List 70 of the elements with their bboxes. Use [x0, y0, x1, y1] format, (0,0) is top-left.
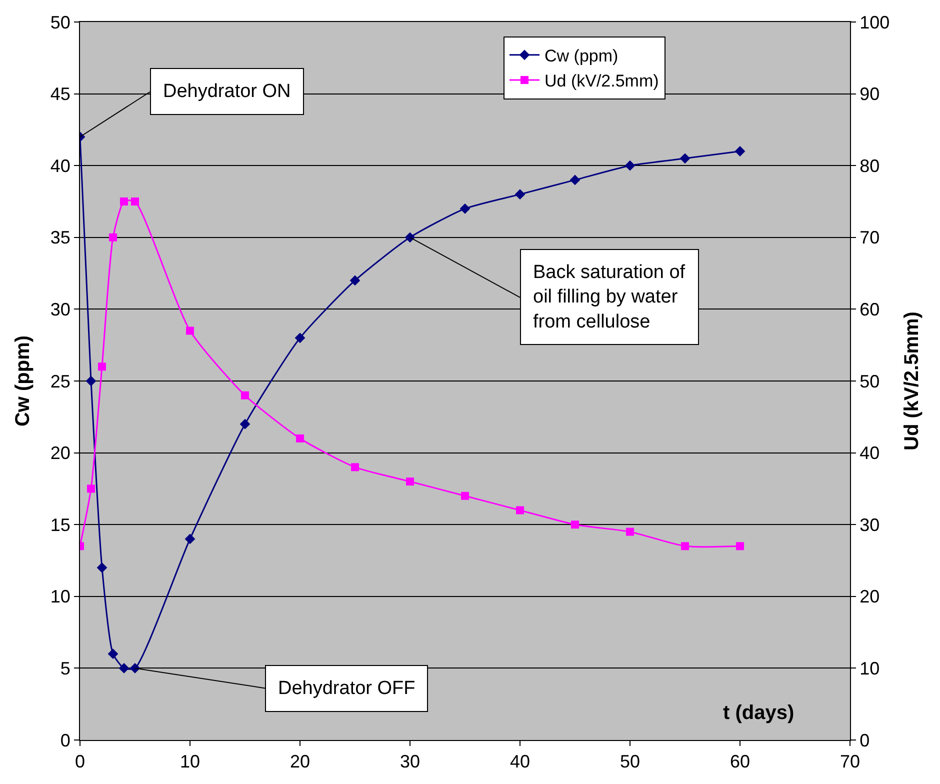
y-tick-label: 15: [50, 514, 70, 535]
point: [514, 189, 526, 200]
point: [680, 153, 690, 164]
y2-tick-label: 90: [860, 84, 880, 104]
annotation: Dehydrator ON: [163, 81, 291, 102]
y-tick-label: 20: [50, 443, 70, 464]
point: [241, 391, 249, 400]
point: [130, 663, 140, 674]
point: [240, 418, 250, 430]
point: [294, 332, 306, 344]
y2-tick-label: 60: [860, 300, 880, 320]
x-tick-label: 0: [74, 752, 86, 772]
y-tick-label: 5: [60, 658, 70, 678]
y-tick-label: 35: [50, 228, 70, 248]
legend-label: Ud (kV/2.5mm): [544, 72, 659, 91]
y-tick-label: 25: [50, 371, 70, 392]
point: [461, 492, 469, 500]
point: [516, 506, 524, 514]
point: [98, 362, 106, 371]
x-tick-label: 10: [180, 752, 200, 772]
point: [460, 203, 470, 214]
y-tick-label: 45: [50, 84, 70, 104]
x-tick-label: 50: [620, 752, 640, 772]
y2-tick-label: 50: [860, 371, 880, 392]
x-tick-label: 70: [840, 752, 860, 772]
y2-tick-label: 80: [860, 156, 880, 176]
point: [350, 275, 360, 286]
point: [570, 174, 580, 186]
y-tick-label: 10: [50, 586, 70, 607]
y2-axis-title: Ud (kV/2.5mm): [901, 312, 924, 450]
point: [351, 463, 359, 472]
point: [681, 542, 689, 550]
annotation: Back saturation of oil filling by water from cellulose: [533, 262, 686, 332]
x-tick-label: 30: [400, 752, 420, 772]
x-tick-label: 40: [510, 752, 530, 772]
point: [118, 663, 130, 674]
point: [571, 520, 579, 529]
annotation: Dehydrator OFF: [278, 678, 416, 699]
y-tick-label: 30: [50, 300, 70, 320]
point: [87, 484, 95, 493]
y2-tick-label: 20: [860, 586, 880, 607]
point: [120, 198, 128, 206]
y2-tick-label: 70: [860, 228, 880, 248]
x-tick-label: 60: [730, 752, 750, 772]
point: [404, 232, 416, 243]
point: [109, 233, 117, 242]
point: [296, 434, 304, 442]
y-tick-label: 0: [60, 730, 70, 750]
point: [624, 160, 636, 171]
y2-tick-label: 0: [860, 730, 870, 750]
y-axis-title: Cw (ppm): [12, 335, 34, 427]
y2-tick-label: 30: [860, 514, 880, 535]
point: [184, 534, 196, 544]
y2-tick-label: 10: [860, 658, 880, 678]
point: [406, 478, 414, 486]
y-tick-label: 40: [50, 156, 70, 176]
point: [734, 146, 746, 156]
point: [96, 562, 108, 573]
y-tick-label: 50: [50, 12, 70, 32]
y2-tick-label: 40: [860, 443, 880, 464]
point: [186, 326, 194, 335]
x-tick-label: 20: [290, 752, 310, 772]
legend-label: Cw (ppm): [544, 46, 618, 66]
point: [131, 198, 139, 206]
y2-tick-label: 100: [860, 12, 890, 32]
point: [86, 376, 96, 386]
point: [108, 648, 118, 660]
point: [736, 542, 744, 550]
point: [626, 528, 634, 536]
x-axis-title: t (days): [723, 702, 794, 724]
